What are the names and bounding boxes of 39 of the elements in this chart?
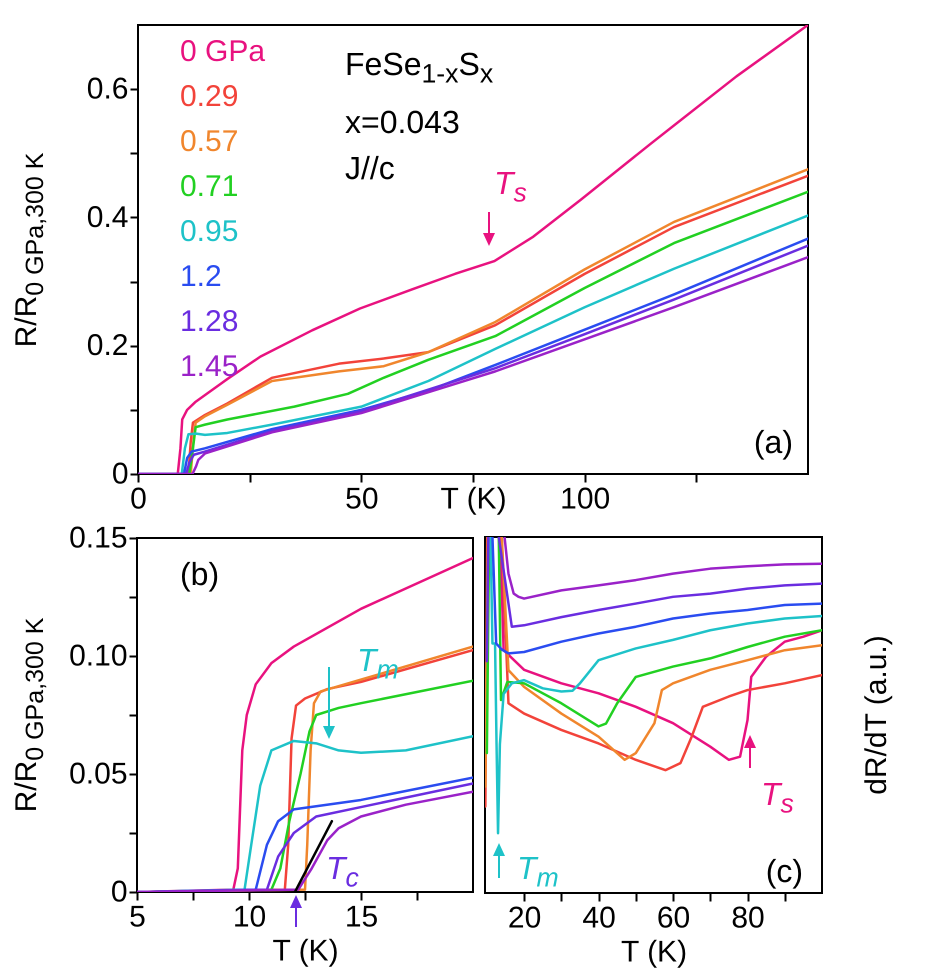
text: 0.71 (180, 170, 238, 203)
y-tick-label: 0.2 (86, 329, 128, 362)
x-tick-label: 100 (560, 482, 610, 516)
y-tick-label: 0.15 (69, 522, 128, 554)
text: 0.95 (180, 215, 238, 248)
text: 0.29 (180, 80, 238, 113)
annotation: T$_{s}$ (761, 776, 794, 818)
x-tick-label: 5 (129, 900, 146, 934)
annotation: FeSe$_{1-x}$S$_{x}$ (345, 46, 494, 88)
annotation: x=0.043 (345, 104, 460, 140)
annotation: (c) (766, 853, 803, 889)
annotation: (a) (754, 424, 793, 460)
x-axis-title: T (K) (272, 934, 339, 968)
y-tick-label: 0.10 (69, 640, 128, 672)
x-tick-label: 20 (508, 902, 542, 934)
x-axis-title: T (K) (440, 482, 507, 516)
text: 1.2 (180, 260, 222, 293)
annotation: T$_{c}$ (326, 850, 359, 892)
annotation: T$_{s}$ (494, 165, 527, 208)
x-tick-label: 50 (345, 482, 379, 516)
text: 1.28 (180, 305, 238, 338)
y-axis-title: dR/dT (a.u.) (860, 635, 893, 795)
x-tick-label: 60 (656, 902, 690, 934)
text: 0.57 (180, 125, 238, 158)
y-tick-label: 0.05 (69, 758, 128, 790)
annotation: (b) (180, 556, 220, 592)
series-label: 1.45 (180, 350, 238, 383)
text: 0 GPa (180, 35, 266, 68)
x-tick-label: 40 (582, 902, 616, 934)
x-tick-label: 10 (232, 900, 266, 934)
x-tick-label: 80 (731, 902, 765, 934)
y-tick-label: 0 (110, 876, 128, 908)
y-tick-label: 0.6 (86, 72, 128, 106)
y-tick-label: 0 (112, 458, 128, 490)
annotation: T$_{m}$ (517, 850, 559, 892)
y-tick-label: 0.4 (86, 200, 128, 234)
annotation: J//c (345, 150, 395, 186)
x-tick-label: 15 (344, 900, 378, 934)
x-axis-title: T (K) (620, 936, 688, 968)
